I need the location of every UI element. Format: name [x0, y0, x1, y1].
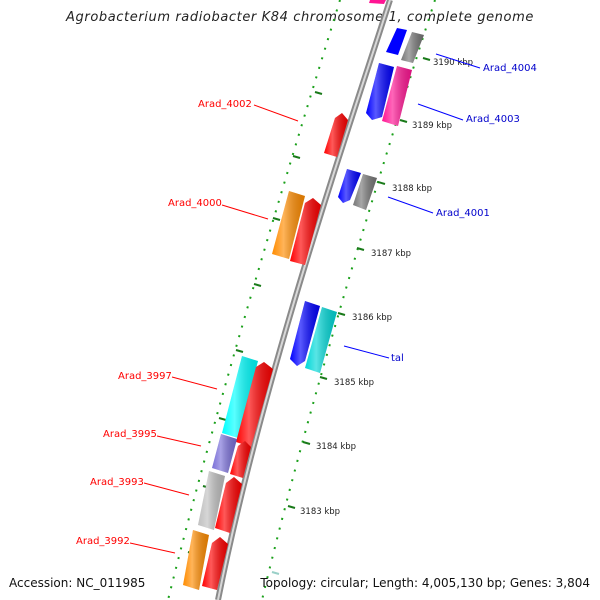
gene-cyan-tal[interactable]	[305, 307, 337, 373]
tick-3187	[356, 247, 365, 251]
gene-label-arad-3992[interactable]: Arad_3992	[76, 536, 130, 547]
faint-tick	[271, 571, 280, 575]
tick-3188	[377, 181, 386, 185]
gene-gray-4001[interactable]	[353, 174, 377, 210]
gene-red-4002[interactable]	[324, 113, 348, 157]
tick-label-3189: 3189 kbp	[412, 121, 452, 131]
gene-label-arad-4000[interactable]: Arad_4000	[168, 198, 222, 209]
tick-label-3186: 3186 kbp	[352, 313, 392, 323]
outer-dotted-ring	[261, 0, 436, 600]
gene-red-3993[interactable]	[215, 477, 242, 533]
tick-label-3188: 3188 kbp	[392, 184, 432, 194]
tick-label-3185: 3185 kbp	[334, 378, 374, 388]
gene-label-arad-3993[interactable]: Arad_3993	[90, 477, 144, 488]
gene-label-arad-4003[interactable]: Arad_4003	[466, 114, 520, 125]
gene-slate-3995[interactable]	[212, 434, 237, 473]
gene-blue-4003[interactable]	[366, 63, 394, 120]
tick-3189	[399, 119, 408, 123]
tick-3184	[302, 441, 311, 445]
gene-silver-3993[interactable]	[198, 471, 225, 530]
tick-label-3183: 3183 kbp	[300, 507, 340, 517]
gene-gray-top[interactable]	[401, 32, 424, 63]
gene-orange-3992[interactable]	[183, 530, 209, 590]
gene-label-arad-3997[interactable]: Arad_3997	[118, 371, 172, 382]
gene-red-3995[interactable]	[230, 441, 251, 478]
gene-magenta-4003[interactable]	[382, 66, 412, 126]
inner-dotted-ring	[167, 0, 341, 600]
accession-label: Accession: NC_011985	[9, 576, 146, 590]
gene-label-arad-3995[interactable]: Arad_3995	[103, 429, 157, 440]
left-leaders	[129, 104, 299, 554]
gene-red-3997[interactable]	[236, 362, 273, 447]
tick-3190	[422, 57, 431, 61]
gene-blue-tal[interactable]	[290, 301, 320, 366]
tick-label-3190: 3190 kbp	[433, 58, 473, 68]
right-leaders	[343, 53, 481, 359]
tick-label-3184: 3184 kbp	[316, 442, 356, 452]
tick-3185	[319, 376, 328, 380]
gene-red-4000[interactable]	[290, 198, 321, 265]
gene-blue-4001[interactable]	[338, 169, 361, 203]
gene-label-arad-4001[interactable]: Arad_4001	[436, 208, 490, 219]
gene-orange-4000[interactable]	[272, 191, 305, 259]
chromosome-backbone-highlight	[217, 0, 391, 600]
gene-aqua-3997[interactable]	[222, 356, 258, 438]
gene-blue-top[interactable]	[386, 28, 407, 55]
tick-3183	[287, 505, 296, 509]
genome-summary: Topology: circular; Length: 4,005,130 bp…	[260, 576, 590, 590]
scale-ticks: 3190 kbp 3189 kbp 3188 kbp 3187 kbp 3186…	[287, 57, 473, 517]
gene-label-arad-4002[interactable]: Arad_4002	[198, 99, 252, 110]
genome-title: Agrobacterium radiobacter K84 chromosome…	[66, 10, 534, 25]
gene-label-arad-4004[interactable]: Arad_4004	[483, 63, 537, 74]
gene-magenta-edge[interactable]	[369, 0, 386, 4]
gene-label-tal[interactable]: tal	[391, 353, 404, 364]
tick-3186	[337, 312, 346, 316]
tick-label-3187: 3187 kbp	[371, 249, 411, 259]
gene-red-3992[interactable]	[202, 537, 228, 590]
